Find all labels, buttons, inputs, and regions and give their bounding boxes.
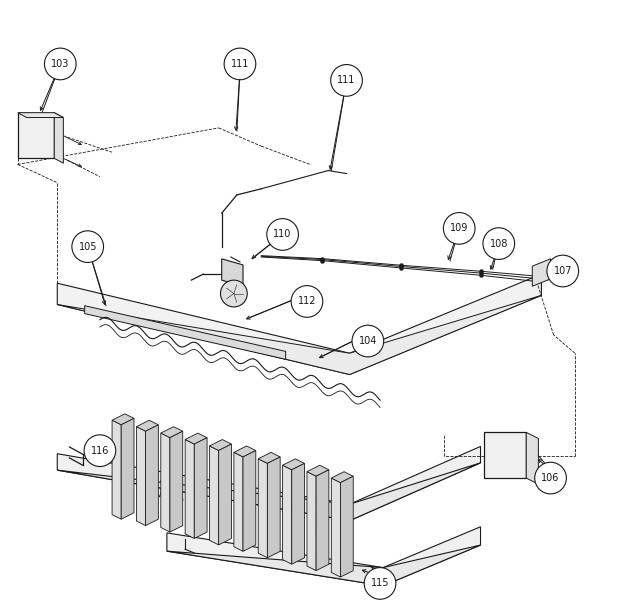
Polygon shape: [283, 465, 292, 564]
Polygon shape: [185, 433, 207, 444]
Text: 109: 109: [450, 224, 468, 233]
Polygon shape: [307, 471, 316, 571]
Text: 111: 111: [337, 76, 356, 85]
Circle shape: [267, 219, 298, 250]
Text: 116: 116: [91, 446, 109, 456]
Polygon shape: [167, 527, 480, 586]
Polygon shape: [146, 425, 158, 526]
Circle shape: [291, 286, 323, 317]
Polygon shape: [194, 438, 207, 538]
Polygon shape: [112, 420, 121, 519]
Polygon shape: [18, 113, 63, 118]
Circle shape: [443, 213, 475, 244]
Polygon shape: [112, 414, 134, 425]
Polygon shape: [57, 295, 541, 375]
Circle shape: [352, 325, 384, 357]
Polygon shape: [167, 545, 480, 586]
Polygon shape: [234, 446, 256, 457]
Text: 110: 110: [273, 230, 292, 239]
Polygon shape: [170, 431, 183, 532]
Polygon shape: [121, 418, 134, 519]
Circle shape: [330, 65, 362, 96]
Polygon shape: [243, 451, 256, 551]
Polygon shape: [283, 459, 304, 470]
Polygon shape: [219, 444, 231, 545]
Polygon shape: [222, 259, 243, 286]
Polygon shape: [316, 470, 329, 571]
Polygon shape: [18, 113, 54, 158]
Polygon shape: [307, 465, 329, 476]
Circle shape: [72, 231, 104, 262]
Polygon shape: [161, 433, 170, 532]
Text: 104: 104: [358, 336, 377, 346]
Polygon shape: [185, 440, 194, 538]
Polygon shape: [210, 440, 231, 451]
Polygon shape: [210, 446, 219, 545]
Text: 105: 105: [79, 242, 97, 252]
Polygon shape: [57, 463, 481, 521]
Polygon shape: [234, 452, 243, 551]
Polygon shape: [526, 432, 538, 484]
Polygon shape: [267, 457, 280, 558]
Polygon shape: [85, 306, 286, 359]
Text: 108: 108: [490, 239, 508, 248]
Polygon shape: [161, 427, 183, 438]
Text: 106: 106: [541, 473, 560, 483]
Polygon shape: [259, 452, 280, 463]
Circle shape: [534, 462, 567, 494]
Polygon shape: [136, 427, 146, 526]
Polygon shape: [136, 420, 158, 431]
Polygon shape: [331, 478, 340, 577]
Text: 115: 115: [371, 579, 389, 588]
Text: 112: 112: [298, 297, 316, 306]
Text: 103: 103: [51, 59, 69, 69]
Circle shape: [547, 255, 578, 287]
Polygon shape: [331, 471, 353, 482]
Polygon shape: [54, 113, 63, 163]
Polygon shape: [533, 259, 551, 286]
Circle shape: [45, 48, 76, 80]
Polygon shape: [292, 463, 304, 564]
Circle shape: [483, 228, 515, 259]
Circle shape: [84, 435, 116, 466]
Polygon shape: [259, 459, 267, 558]
Circle shape: [221, 280, 247, 307]
Circle shape: [224, 48, 256, 80]
Text: 107: 107: [554, 266, 572, 276]
Polygon shape: [57, 446, 481, 521]
Polygon shape: [340, 476, 353, 577]
Text: 111: 111: [231, 59, 249, 69]
Polygon shape: [484, 432, 526, 478]
Polygon shape: [57, 274, 541, 375]
Circle shape: [364, 568, 396, 599]
